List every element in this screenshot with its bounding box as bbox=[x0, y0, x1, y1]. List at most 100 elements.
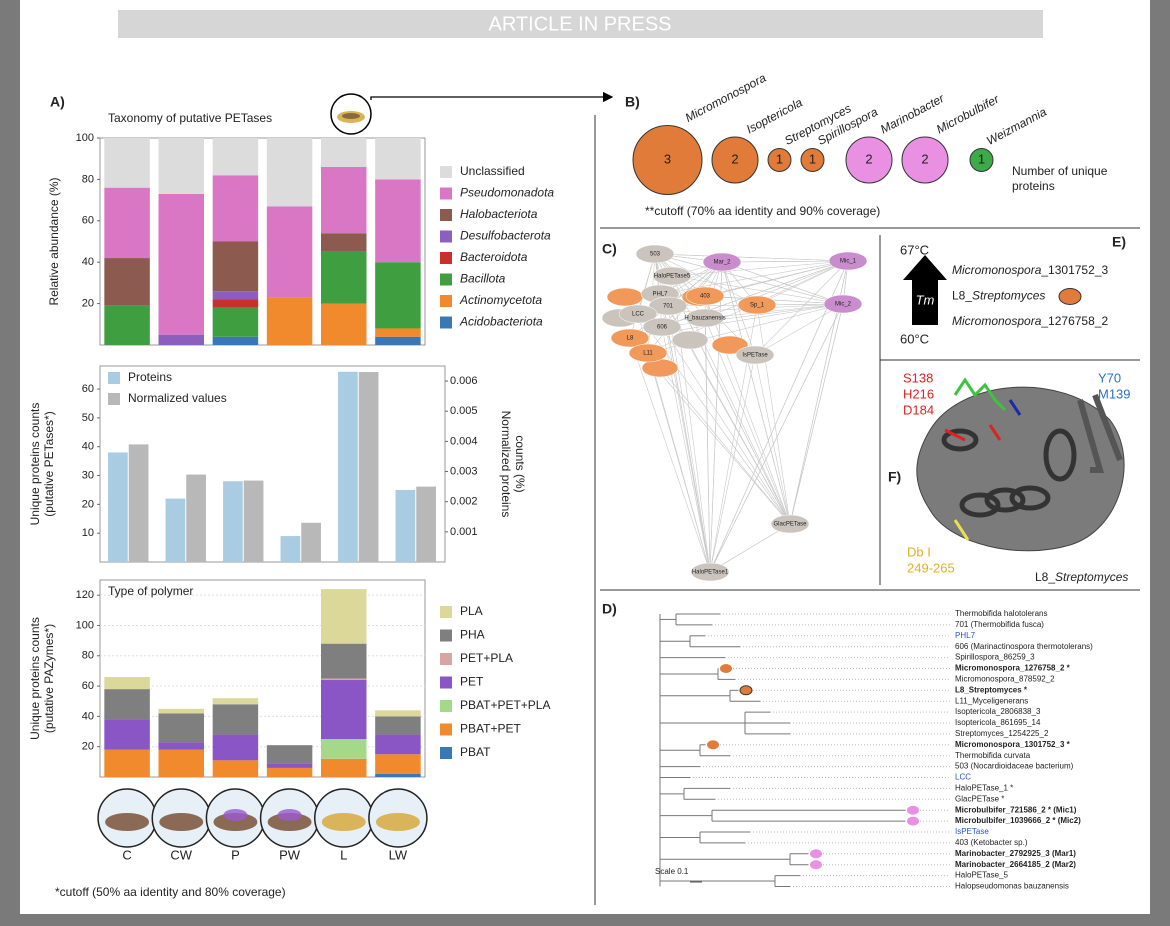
y-tick-label: 100 bbox=[76, 132, 94, 144]
edge bbox=[709, 354, 756, 573]
bar-segment bbox=[266, 297, 313, 345]
bubble bbox=[800, 148, 825, 172]
network-node bbox=[648, 296, 688, 316]
legend-swatch bbox=[108, 393, 120, 405]
bar-segment bbox=[321, 166, 367, 234]
y2-tick-label: 0.006 bbox=[450, 375, 478, 387]
residue-label: M139 bbox=[1098, 386, 1131, 401]
edge bbox=[654, 253, 758, 306]
legend-swatch bbox=[440, 187, 452, 200]
legend-label: PET+PLA bbox=[460, 651, 513, 665]
legend-swatch bbox=[440, 606, 452, 618]
leaf-marker bbox=[739, 685, 753, 696]
disulfide bbox=[953, 519, 970, 541]
edge bbox=[659, 260, 849, 295]
tm-arrow bbox=[903, 255, 947, 325]
bubble bbox=[711, 136, 759, 184]
panel-label: E) bbox=[1112, 234, 1126, 250]
bar-segment bbox=[266, 767, 313, 777]
bar-segment bbox=[321, 233, 367, 252]
tm-entry-part: L8_ bbox=[952, 289, 972, 303]
legend-swatch bbox=[440, 316, 452, 329]
edge bbox=[721, 261, 756, 356]
legend-label: PHA bbox=[460, 628, 485, 642]
y2-tick-label: 0.004 bbox=[450, 435, 478, 447]
leaf-label: 403 (Ketobacter sp.) bbox=[955, 838, 1028, 847]
edge bbox=[629, 337, 711, 573]
network-node bbox=[635, 244, 675, 264]
legend-label: Acidobacteriota bbox=[459, 315, 543, 329]
node-label: IsPETase bbox=[742, 353, 768, 359]
bar-segment bbox=[158, 138, 204, 194]
edge bbox=[789, 303, 844, 525]
bar-segment bbox=[104, 689, 150, 720]
legend-swatch bbox=[440, 166, 452, 178]
leaf-label: GlacPETase * bbox=[955, 794, 1004, 803]
panel-label: D) bbox=[602, 601, 617, 617]
network-node bbox=[690, 562, 730, 582]
x-tick-label: LW bbox=[389, 847, 408, 862]
y-tick-label: 30 bbox=[82, 469, 94, 481]
leaf-label: Streptomyces_1254225_2 bbox=[955, 729, 1049, 738]
y-tick-label: 80 bbox=[82, 650, 94, 662]
bar-segment bbox=[321, 303, 367, 345]
leaf-label: Microbulbifer_1039666_2 * (Mic2) bbox=[955, 816, 1081, 825]
bar-segment bbox=[266, 763, 313, 768]
bar-segment bbox=[321, 643, 367, 679]
legend-label: PBAT bbox=[460, 745, 491, 759]
edge bbox=[704, 260, 849, 297]
bar-segment bbox=[266, 206, 313, 298]
bubble bbox=[901, 136, 949, 184]
y-tick-label: 60 bbox=[82, 215, 94, 227]
y2-tick-label: 0.001 bbox=[450, 526, 478, 538]
x-tick-label: L bbox=[340, 847, 347, 862]
y-tick-label: 20 bbox=[82, 741, 94, 753]
y2-axis-label: counts (%) bbox=[513, 435, 527, 492]
helix bbox=[1043, 428, 1077, 482]
y-tick-label: 60 bbox=[82, 383, 94, 395]
y2-tick-label: 0.005 bbox=[450, 405, 478, 417]
legend-label: PBAT+PET bbox=[460, 722, 521, 736]
protein-structure bbox=[916, 377, 1125, 552]
bar bbox=[358, 372, 379, 562]
network-node bbox=[737, 295, 777, 315]
bar-segment bbox=[321, 680, 367, 740]
plot-frame bbox=[99, 137, 426, 346]
network-node bbox=[823, 294, 863, 314]
leaf-marker bbox=[907, 816, 919, 826]
legend-label: PBAT+PET+PLA bbox=[460, 698, 551, 712]
bar-segment bbox=[375, 138, 421, 180]
legend-swatch bbox=[440, 700, 452, 712]
edge bbox=[704, 295, 844, 305]
bar bbox=[223, 481, 243, 562]
node-label: Mar_2 bbox=[713, 260, 731, 266]
bar-segment bbox=[212, 307, 259, 337]
disulfide-label: Db I bbox=[907, 544, 931, 559]
bar-segment bbox=[321, 678, 367, 681]
dish-icon bbox=[330, 93, 372, 135]
legend-swatch bbox=[440, 629, 452, 642]
bar-segment bbox=[104, 187, 150, 259]
dish-soil bbox=[213, 813, 258, 831]
leaf-marker bbox=[810, 849, 822, 859]
bar-segment bbox=[266, 745, 313, 764]
leaf-label: 701 (Thermobifida fusca) bbox=[955, 620, 1044, 629]
dish-soil bbox=[159, 813, 204, 831]
edge bbox=[659, 293, 711, 573]
caption-part: L8_ bbox=[1035, 570, 1055, 584]
y2-axis-label: Normalized proteins bbox=[499, 411, 513, 518]
legend-label: Bacillota bbox=[460, 272, 506, 286]
edge bbox=[721, 261, 844, 305]
tm-entry: Micromonospora_1276758_2 bbox=[952, 314, 1108, 328]
petri-dish bbox=[97, 788, 157, 848]
leaf-label: Micromonospora_1276758_2 * bbox=[955, 664, 1071, 673]
temp-high: 67°C bbox=[900, 242, 929, 257]
edge bbox=[654, 253, 706, 319]
chart-title: Taxonomy of putative PETases bbox=[108, 111, 272, 125]
node-label: 606 bbox=[657, 325, 668, 331]
bar-segment bbox=[375, 716, 421, 735]
bar-segment bbox=[375, 328, 421, 337]
tm-entry-part: Streptomyces bbox=[972, 289, 1045, 303]
leaf-label: L11_Myceligenerans bbox=[955, 696, 1028, 705]
